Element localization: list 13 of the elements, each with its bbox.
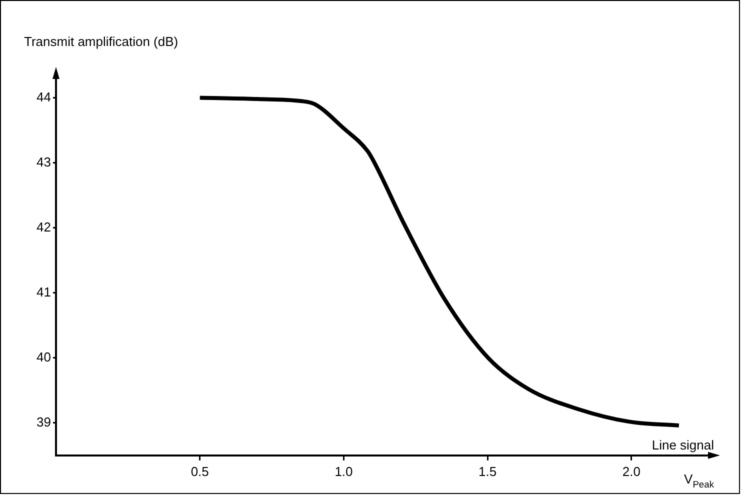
x-tick-label: 1.0 xyxy=(334,464,353,479)
y-tick-label: 39 xyxy=(36,414,51,430)
x-tick-label: 1.5 xyxy=(478,464,497,479)
y-tick-label: 43 xyxy=(36,154,51,170)
x-tick-label: 2.0 xyxy=(622,464,640,479)
y-tick-label: 44 xyxy=(36,89,51,104)
y-axis-title: Transmit amplification (dB) xyxy=(24,34,178,49)
y-tick-label: 42 xyxy=(36,219,51,234)
x-axis-title: Line signal xyxy=(652,437,714,452)
y-tick-label: 40 xyxy=(36,349,51,364)
x-tick-label: 0.5 xyxy=(190,464,209,479)
line-series xyxy=(198,96,681,428)
y-tick-label: 41 xyxy=(36,284,51,300)
